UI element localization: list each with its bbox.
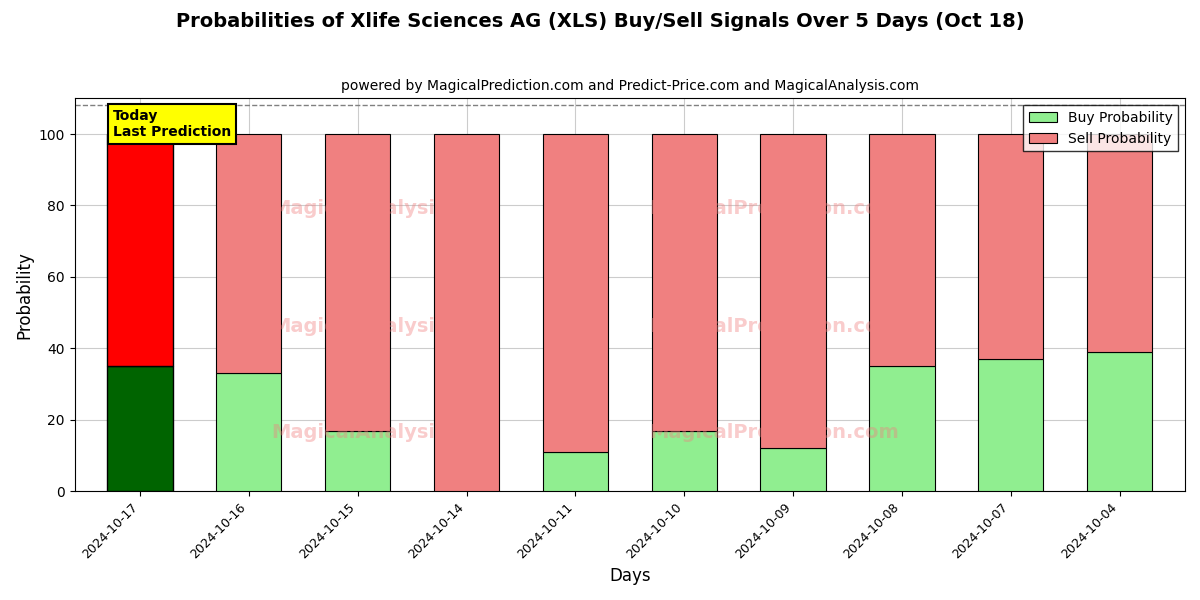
Legend: Buy Probability, Sell Probability: Buy Probability, Sell Probability [1024, 105, 1178, 151]
Y-axis label: Probability: Probability [16, 251, 34, 339]
Bar [1087, 134, 1152, 352]
Text: MagicalAnalysis.com: MagicalAnalysis.com [271, 199, 499, 218]
Bar [869, 134, 935, 366]
Bar [216, 134, 282, 373]
Text: MagicalPrediction.com: MagicalPrediction.com [649, 423, 899, 442]
Bar [761, 448, 826, 491]
Bar [978, 134, 1044, 359]
Text: MagicalAnalysis.com: MagicalAnalysis.com [271, 423, 499, 442]
Bar [325, 431, 390, 491]
Bar [542, 452, 608, 491]
Bar [978, 359, 1044, 491]
Bar [1087, 352, 1152, 491]
Bar [434, 134, 499, 491]
Bar [761, 134, 826, 448]
Bar [869, 366, 935, 491]
Text: MagicalPrediction.com: MagicalPrediction.com [649, 317, 899, 336]
Text: Today
Last Prediction: Today Last Prediction [113, 109, 232, 139]
Text: MagicalPrediction.com: MagicalPrediction.com [649, 199, 899, 218]
X-axis label: Days: Days [610, 567, 650, 585]
Text: Probabilities of Xlife Sciences AG (XLS) Buy/Sell Signals Over 5 Days (Oct 18): Probabilities of Xlife Sciences AG (XLS)… [175, 12, 1025, 31]
Title: powered by MagicalPrediction.com and Predict-Price.com and MagicalAnalysis.com: powered by MagicalPrediction.com and Pre… [341, 79, 919, 93]
Text: MagicalAnalysis.com: MagicalAnalysis.com [271, 317, 499, 336]
Bar [652, 134, 716, 431]
Bar [652, 431, 716, 491]
Bar [325, 134, 390, 431]
Bar [542, 134, 608, 452]
Bar [107, 134, 173, 366]
Bar [107, 366, 173, 491]
Bar [216, 373, 282, 491]
